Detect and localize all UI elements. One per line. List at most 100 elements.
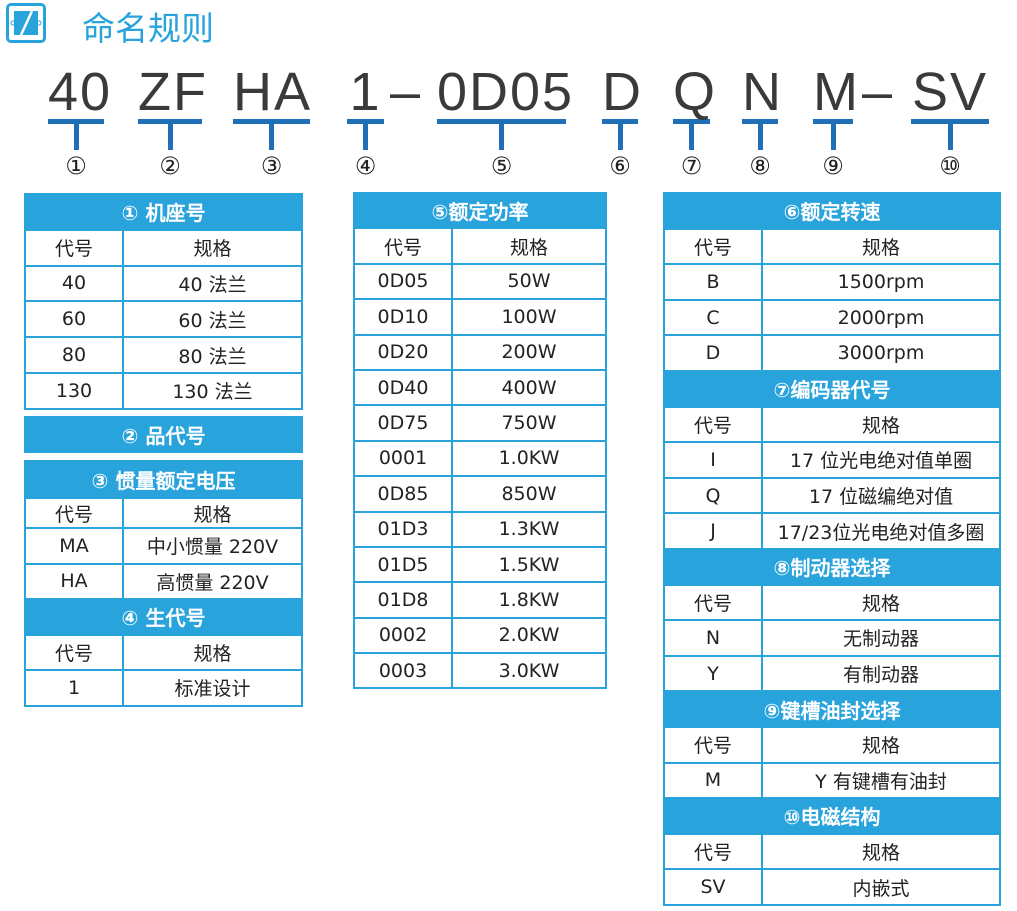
underline <box>911 119 989 124</box>
col-header-code: 代号 <box>663 832 763 871</box>
table-row: 0D10 100W <box>353 298 607 336</box>
spec-cell: 3000rpm <box>761 334 1001 372</box>
connector <box>363 124 368 150</box>
table-row: 1 标准设计 <box>24 669 303 707</box>
code-segment: 40 ① <box>48 62 113 180</box>
code-cell: 01D8 <box>353 581 453 619</box>
code-cell: 01D3 <box>353 510 453 548</box>
table-row: 0D85 850W <box>353 475 607 513</box>
table-row: HA 高惯量 220V <box>24 562 303 600</box>
spec-cell: 400W <box>451 368 607 407</box>
code-cell: Q <box>663 476 763 515</box>
segment-code: ZF <box>138 62 208 122</box>
code-cell: MA <box>24 527 124 565</box>
table-header: ⑧制动器选择 <box>663 547 1001 586</box>
spec-table: ⑥额定转速 代号 规格 B 1500rpm C 2000rpm D 3000rpm ⑦编码器代号代… <box>663 192 1001 906</box>
code-cell: D <box>663 334 763 372</box>
col-header-code: 代号 <box>663 583 763 622</box>
segment-number: ⑧ <box>749 152 771 180</box>
table-row: 40 40 法兰 <box>24 264 303 303</box>
table-header: ② 品代号 <box>24 416 303 453</box>
table-row: N 无制动器 <box>663 619 1001 657</box>
connector <box>73 124 79 150</box>
underline <box>48 119 104 124</box>
page-title: 命名规则 <box>82 9 214 48</box>
connector <box>167 124 173 150</box>
code-cell: M <box>663 761 763 800</box>
code-segment: SV ⑩ <box>911 62 989 180</box>
col-header-spec: 规格 <box>761 583 1001 622</box>
segment-code: M <box>813 62 860 122</box>
spec-cell: 中小惯量 220V <box>122 527 303 565</box>
table-row: 0D75 750W <box>353 404 607 442</box>
col-header-spec: 规格 <box>122 497 303 529</box>
code-cell: I <box>663 441 763 479</box>
col-header-code: 代号 <box>663 227 763 266</box>
table-row: C 2000rpm <box>663 298 1001 337</box>
code-cell: 0D05 <box>353 262 453 301</box>
table-header: ③ 惯量额定电压 <box>24 460 303 499</box>
underline <box>233 119 310 124</box>
segment-code: 0D05 <box>437 62 575 122</box>
connector <box>947 124 953 150</box>
spec-cell: 2000rpm <box>761 298 1001 337</box>
code-cell: 0001 <box>353 439 453 478</box>
segment-number: ⑥ <box>609 152 631 180</box>
underline <box>742 119 778 124</box>
col-header-spec: 规格 <box>761 832 1001 871</box>
segment-number: ① <box>65 152 87 180</box>
table-header: ① 机座号 <box>24 193 303 231</box>
spec-cell: 1.5KW <box>451 545 607 584</box>
spec-cell: 1.0KW <box>451 439 607 478</box>
table-row: 0002 2.0KW <box>353 616 607 655</box>
spec-cell: 有制动器 <box>761 654 1001 693</box>
table-row: D 3000rpm <box>663 334 1001 372</box>
spec-cell: 17/23位光电绝对值多圈 <box>761 512 1001 550</box>
col-header-spec: 规格 <box>122 633 303 671</box>
code-segment: HA ③ <box>233 62 310 180</box>
spec-cell: 60 法兰 <box>122 300 303 339</box>
spec-cell: 17 位光电绝对值单圈 <box>761 441 1001 479</box>
table-row: Y 有制动器 <box>663 654 1001 693</box>
segment-number: ⑨ <box>822 152 844 180</box>
connector <box>269 124 274 150</box>
segment-code: N <box>742 62 783 122</box>
connector <box>757 124 763 150</box>
code-cell: 0003 <box>353 652 453 690</box>
table-row: 01D8 1.8KW <box>353 581 607 619</box>
code-segment: ZF ② <box>138 62 208 180</box>
code-cell: 01D5 <box>353 545 453 584</box>
spec-cell: Y 有键槽有油封 <box>761 761 1001 800</box>
segment-number: ⑤ <box>490 152 513 180</box>
spec-cell: 高惯量 220V <box>122 562 303 600</box>
table-header: ⑤额定功率 <box>353 191 607 230</box>
underline <box>673 119 710 124</box>
segment-number: ⑦ <box>680 152 703 180</box>
spec-table: ② 品代号 <box>24 416 303 453</box>
spec-table: ③ 惯量额定电压 代号 规格 MA 中小惯量 220V HA 高惯量 220V ④ 生代号 代号… <box>24 460 303 707</box>
spec-cell: 850W <box>451 475 607 513</box>
table-row: 0D05 50W <box>353 262 607 301</box>
table-header: ⑨键槽油封选择 <box>663 690 1001 728</box>
code-cell: 40 <box>24 264 124 303</box>
code-cell: 0002 <box>353 616 453 655</box>
code-cell: 0D40 <box>353 368 453 407</box>
spec-cell: 1500rpm <box>761 263 1001 301</box>
code-cell: B <box>663 263 763 301</box>
spec-cell: 80 法兰 <box>122 336 303 374</box>
segment-code: 40 <box>48 62 113 122</box>
col-header-code: 代号 <box>353 227 453 265</box>
table-header: ⑦编码器代号 <box>663 369 1001 408</box>
underline <box>347 119 384 124</box>
table-row: 60 60 法兰 <box>24 300 303 339</box>
spec-cell: 内嵌式 <box>761 868 1001 906</box>
segment-code: Q <box>673 62 718 122</box>
code-cell: N <box>663 619 763 657</box>
table-row: 80 80 法兰 <box>24 336 303 374</box>
table-row: 01D5 1.5KW <box>353 545 607 584</box>
connector <box>689 124 694 150</box>
